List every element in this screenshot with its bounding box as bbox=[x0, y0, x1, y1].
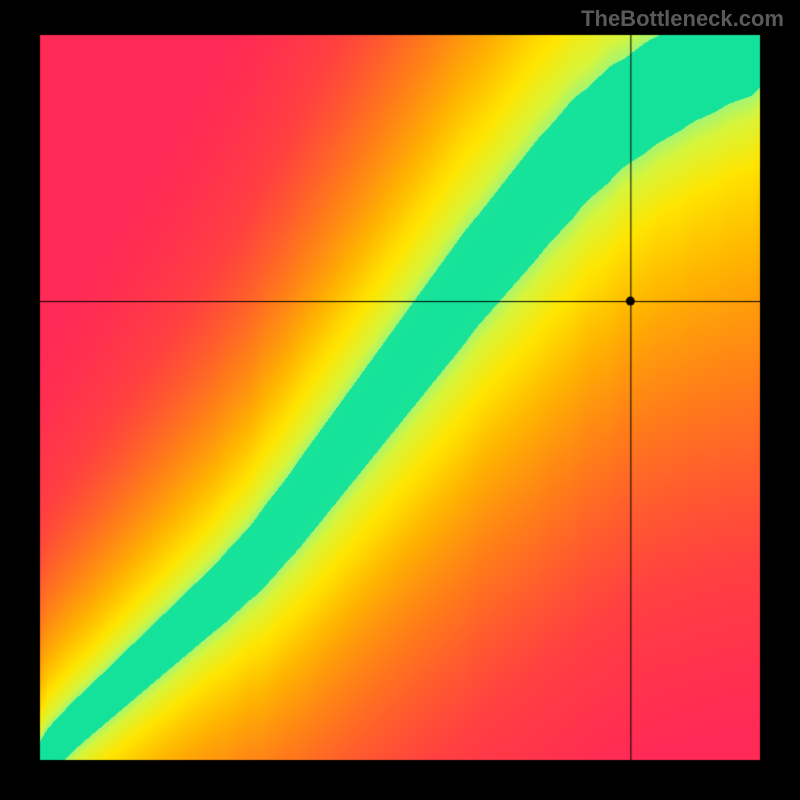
chart-container: TheBottleneck.com bbox=[0, 0, 800, 800]
heatmap-canvas bbox=[0, 0, 800, 800]
